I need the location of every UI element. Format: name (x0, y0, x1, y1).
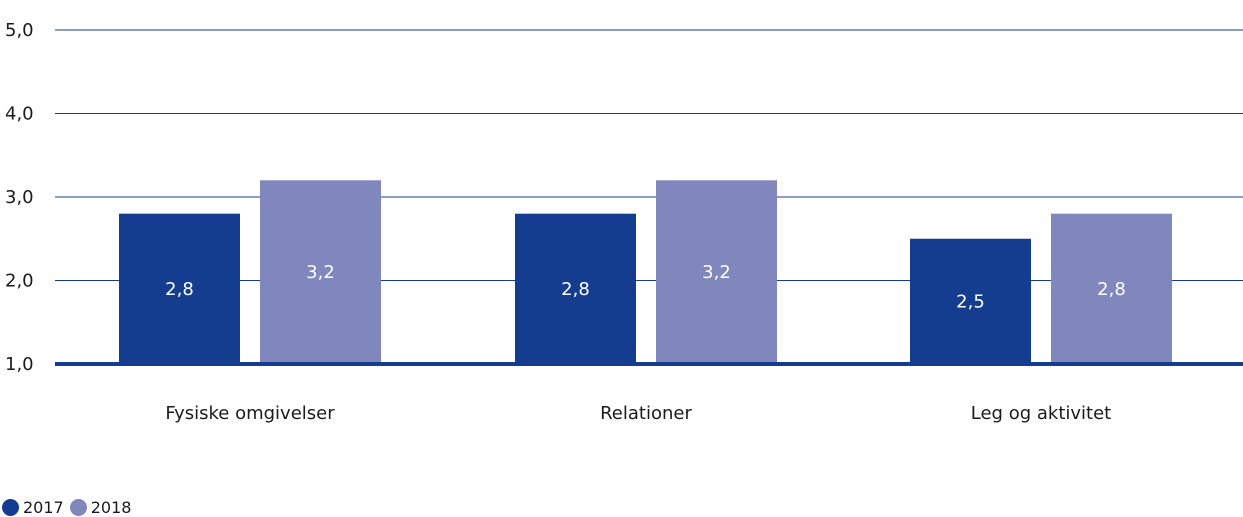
bar-2018-2 (1051, 213, 1172, 364)
bar-2017-0 (119, 213, 240, 364)
y-tick-label: 1,0 (5, 354, 34, 375)
legend: 2017 2018 (2, 497, 137, 517)
data-label-2017-1: 2,8 (561, 279, 590, 300)
legend-swatch-2017 (2, 498, 19, 516)
bar-chart: 1,0 2,0 3,0 4,0 5,0 2,8 3,2 Fysiske omgivelser 2… (5, 20, 1243, 424)
legend-item-2018: 2018 (69, 497, 132, 517)
y-tick-label: 2,0 (5, 271, 34, 292)
bar-2017-1 (515, 213, 636, 364)
data-label-2018-2: 2,8 (1097, 279, 1126, 300)
data-label-2017-2: 2,5 (956, 291, 985, 312)
x-tick-label: Relationer (600, 403, 692, 424)
y-tick-label: 4,0 (5, 104, 34, 125)
legend-item-2017: 2017 (2, 498, 64, 517)
y-tick-label: 3,0 (5, 187, 34, 208)
bar-2018-0 (260, 180, 381, 364)
bar-2017-2 (910, 238, 1031, 364)
data-label-2018-0: 3,2 (306, 262, 335, 283)
x-tick-label: Leg og aktivitet (971, 403, 1111, 424)
y-tick-label: 5,0 (5, 20, 34, 41)
data-label-2017-0: 2,8 (165, 279, 194, 300)
x-tick-label: Fysiske omgivelser (165, 403, 335, 424)
legend-label-2017: 2017 (23, 497, 64, 517)
bar-2018-1 (656, 180, 777, 364)
data-label-2018-1: 3,2 (702, 262, 731, 283)
legend-label-2018: 2018 (90, 497, 132, 517)
legend-swatch-2018 (69, 498, 87, 516)
